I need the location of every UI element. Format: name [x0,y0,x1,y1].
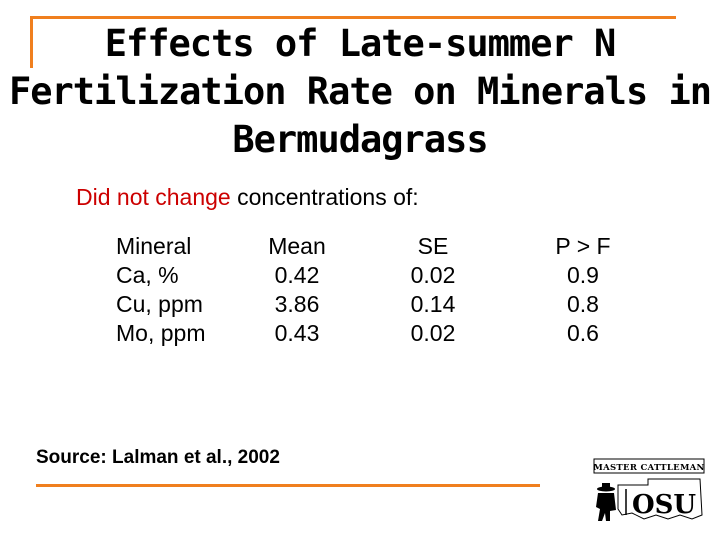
master-cattleman-logo: MASTER CATTLEMAN OSU [593,458,705,521]
cell-p-ca: 0.9 [567,262,599,288]
cell-mean-ca: 0.42 [274,262,320,288]
header-se: SE [417,233,449,259]
bottom-rule [36,484,540,487]
logo-banner [593,458,705,474]
header-mineral: Mineral [116,233,192,259]
oklahoma-outline-icon [617,478,703,520]
header-mean: Mean [268,233,326,259]
cell-mineral-cu: Cu, ppm [116,291,203,317]
left-rule [30,16,33,68]
subtitle: Did not change concentrations of: [76,184,419,211]
cell-mean-mo: 0.43 [274,320,320,346]
logo-main-text: OSU [632,490,696,520]
cell-se-ca: 0.02 [410,262,456,288]
cell-mineral-mo: Mo, ppm [116,320,206,346]
cowboy-silhouette-icon [596,483,616,521]
cell-mean-cu: 3.86 [274,291,320,317]
logo-top-text: MASTER CATTLEMAN [593,463,704,473]
title-line-1: Effects of Late-summer N [104,22,617,65]
source-citation: Source: Lalman et al., 2002 [36,447,280,468]
cell-p-cu: 0.8 [567,291,599,317]
top-rule [30,16,676,19]
title-line-2: Fertilization Rate on Minerals in [8,70,712,113]
cell-se-cu: 0.14 [410,291,456,317]
column-p-value: P > F 0.9 0.8 0.6 [533,232,633,348]
slide-title: Effects of Late-summer N Fertilization R… [0,20,720,164]
column-mean: Mean 0.42 3.86 0.43 [252,232,342,348]
subtitle-rest: concentrations of: [230,184,419,210]
cell-mineral-ca: Ca, % [116,262,179,288]
column-mineral: Mineral Ca, % Cu, ppm Mo, ppm [116,232,205,348]
column-se: SE 0.02 0.14 0.02 [388,232,478,348]
cell-se-mo: 0.02 [410,320,456,346]
title-line-3: Bermudagrass [232,118,488,161]
header-p-value: P > F [555,233,611,259]
subtitle-highlight: Did not change [76,184,231,210]
cell-p-mo: 0.6 [567,320,599,346]
